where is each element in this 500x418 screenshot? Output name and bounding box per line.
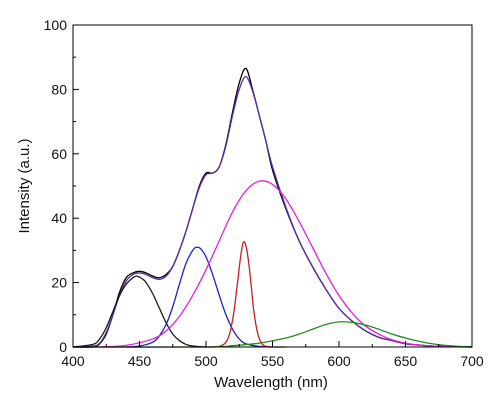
- series-line-2: [72, 75, 473, 348]
- x-axis-label: Wavelength (nm): [214, 374, 328, 391]
- x-tick-label: 500: [194, 353, 218, 369]
- y-tick-label: 20: [51, 275, 67, 291]
- x-tick-label: 600: [327, 353, 351, 369]
- series-layer: [72, 67, 473, 348]
- y-axis-label: Intensity (a.u.): [16, 138, 33, 233]
- x-tick-label: 400: [61, 353, 85, 369]
- series-line-6: [99, 180, 473, 348]
- x-tick-label: 700: [460, 353, 484, 369]
- y-tick-label: 80: [51, 81, 67, 97]
- series-line-1: [72, 67, 473, 348]
- series-line-5: [205, 240, 286, 348]
- x-tick-label: 550: [261, 353, 285, 369]
- x-tick-label: 450: [128, 353, 152, 369]
- y-tick-label: 40: [51, 210, 67, 226]
- y-tick-label: 0: [59, 339, 67, 355]
- axes-layer: 400 450 500 550 600 650 700 0 20 40 60 80 100: [44, 17, 484, 369]
- x-tick-label: 650: [394, 353, 418, 369]
- plot-frame: [72, 24, 473, 348]
- y-tick-label: 100: [44, 17, 68, 33]
- series-line-3: [72, 275, 207, 348]
- series-line-7: [72, 321, 473, 348]
- y-tick-label: 60: [51, 146, 67, 162]
- series-line-4: [126, 246, 273, 348]
